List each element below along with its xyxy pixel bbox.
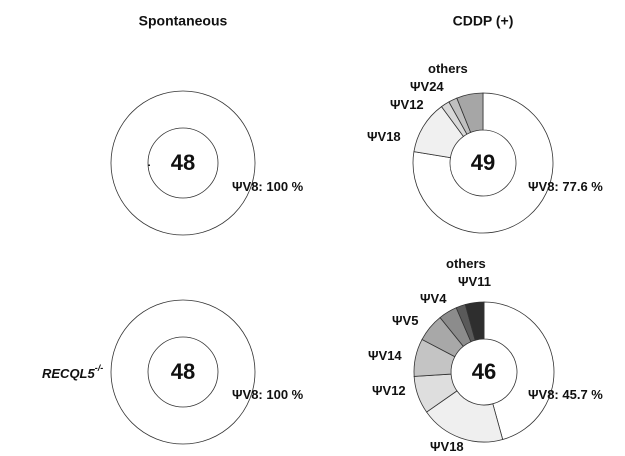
category-label: ΨV18 (430, 439, 464, 454)
center-label: 48 (171, 150, 195, 175)
row-label-main: RECQL5 (42, 366, 96, 381)
center-label: 49 (471, 150, 495, 175)
center-label: 46 (472, 359, 496, 384)
segment-label: ΨV18 (430, 439, 464, 454)
value-label: 100 % (266, 387, 303, 402)
segment-label: ΨV12 (390, 97, 424, 112)
category-label: ΨV12 (390, 97, 424, 112)
value-label: 77.6 % (562, 179, 603, 194)
segment-label: ΨV8: 45.7 % (528, 387, 603, 402)
segment-label: ΨV18 (367, 129, 401, 144)
category-label: ΨV11 (458, 274, 491, 289)
category-label: ΨV8 (528, 179, 554, 194)
category-label: ΨV4 (420, 291, 447, 306)
donut-segment (110, 90, 256, 236)
value-label: 45.7 % (562, 387, 603, 402)
separator: : (258, 387, 266, 402)
separator: : (554, 179, 562, 194)
segment-label: ΨV14 (368, 348, 402, 363)
donut-segment (464, 301, 485, 341)
segment-label: ΨV5 (392, 313, 418, 328)
category-label: others (428, 61, 468, 76)
segment-label: ΨV12 (372, 383, 406, 398)
separator: : (554, 387, 562, 402)
category-label: ΨV8 (528, 387, 554, 402)
segment-label: ΨV11 (458, 274, 491, 289)
donut-segment (412, 92, 554, 234)
segment-label: others (428, 61, 468, 76)
value-label: 100 % (266, 179, 303, 194)
category-label: ΨV5 (392, 313, 418, 328)
segment-label: ΨV8: 77.6 % (528, 179, 603, 194)
row-label-sup: -/- (95, 363, 104, 373)
center-label: 48 (171, 359, 195, 384)
donut-segment (110, 299, 256, 445)
category-label: ΨV12 (372, 383, 406, 398)
segment-label: ΨV8: 100 % (232, 387, 304, 402)
column-title: CDDP (+) (453, 13, 514, 29)
donut-segment (456, 92, 484, 133)
row-label: RECQL5-/- (42, 363, 103, 381)
category-label: others (446, 256, 486, 271)
segment-label: ΨV8: 100 % (232, 179, 304, 194)
donut-segment (483, 301, 555, 440)
separator: : (258, 179, 266, 194)
category-label: ΨV8 (232, 387, 258, 402)
segment-label: ΨV24 (410, 79, 444, 94)
segment-label: ΨV4 (420, 291, 447, 306)
column-title: Spontaneous (139, 13, 228, 29)
category-label: ΨV8 (232, 179, 258, 194)
category-label: ΨV24 (410, 79, 444, 94)
category-label: ΨV14 (368, 348, 402, 363)
category-label: ΨV18 (367, 129, 401, 144)
segment-label: others (446, 256, 486, 271)
